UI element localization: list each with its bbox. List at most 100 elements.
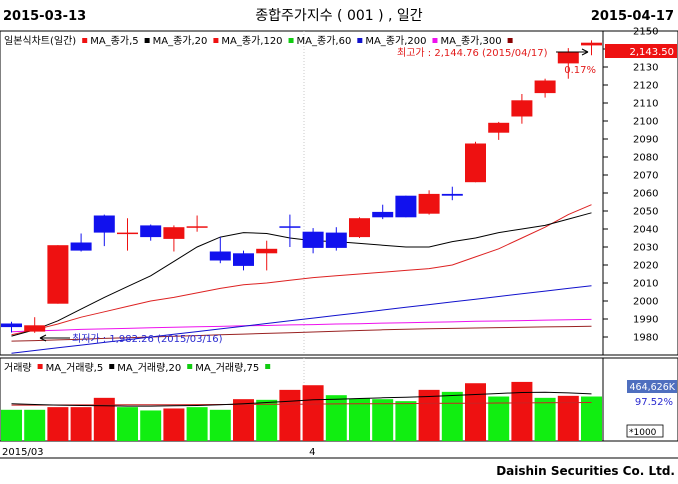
candle-body [1,323,22,328]
volume-bar [441,391,463,441]
volume-ma20-line [11,391,592,407]
x-tick-label: 2015/03 [2,447,44,458]
price-tick-label: 2010 [633,279,658,290]
price-tick-label: 2070 [633,171,658,182]
candle-body [24,325,46,332]
price-tick-label: 2100 [633,117,658,128]
candle-body [256,248,278,254]
price-tick-label: 2040 [633,225,658,236]
candle-body [557,51,579,64]
legend-swatch [37,364,43,369]
legend-swatch [432,38,438,43]
candle-body [488,122,510,133]
unit-box [626,424,664,438]
ma120-line [11,204,592,336]
legend-swatch [288,38,294,43]
candle-body [163,227,185,239]
legend-label: MA_종가,5 [90,35,138,47]
candle-body [441,193,463,196]
volume-bar [557,395,579,441]
volume-bar [534,397,556,441]
volume-bar [256,399,278,441]
price-legend: 일본식차트(일간) MA_종가,5 MA_종가,20 MA_종가,120 MA_종가,6… [4,35,513,47]
legend-label: MA_종가,300 [440,35,501,47]
candle-body [186,226,208,228]
price-axis: 1980 1990 2000 2010 2020 2030 2040 2050 2060 2070… [603,27,658,344]
volume-bar [349,398,370,441]
legend-label: MA_거래량,20 [117,362,181,374]
legend-label: MA_종가,60 [297,35,352,47]
price-tick-label: 2030 [633,243,658,254]
legend-swatch [265,364,271,369]
price-tick-label: 1990 [633,315,658,326]
legend-swatch [144,38,150,43]
volume-bar [302,385,324,441]
legend-label: 일본식차트(일간) [4,35,76,47]
candle-body [395,195,417,218]
volume-ma-lines [11,391,592,407]
candle-body [233,253,254,266]
legend-label: MA_종가,20 [153,35,208,47]
volume-bar [209,409,231,441]
volume-bar [395,401,417,441]
price-tick-label: 2050 [633,207,658,218]
candle-body [279,226,301,228]
price-tick-label: 2090 [633,135,658,146]
price-axis-box [602,30,678,356]
high-arrow-head [581,48,589,56]
legend-label: MA_종가,120 [221,35,282,47]
candle-body [117,232,138,235]
last-price-label: 2,143.50 [629,47,674,58]
x-axis: 2015/03 4 [2,447,315,458]
footer-brand: Daishin Securities Co. Ltd. [496,464,675,478]
legend-swatch [213,38,219,43]
candle-body [511,100,533,117]
candle-body [93,215,115,233]
legend-label: MA_거래량,75 [195,362,259,374]
candle-body [325,232,347,248]
header-title: 종합주가지수 ( 001 ) , 일간 [255,8,423,24]
price-tick-label: 2020 [633,261,658,272]
volume-bars [1,381,602,441]
volume-bar [279,389,301,441]
volume-bar [186,407,208,441]
volume-bar [140,410,162,441]
legend-label: MA_종가,200 [365,35,426,47]
volume-legend: 거래량 MA_거래량,5 MA_거래량,20 MA_거래량,75 [4,362,271,374]
ma5-line [11,325,592,342]
legend-swatch [357,38,363,43]
price-panel: 일본식차트(일간) MA_종가,5 MA_종가,20 MA_종가,120 MA_종가,6… [0,27,678,356]
candle-body [372,211,394,218]
price-tick-label: 1980 [633,333,658,344]
candle-body [47,245,69,304]
price-tick-label: 2000 [633,297,658,308]
volume-bar [117,407,138,441]
volume-pct-label: 97.52% [635,397,673,408]
legend-label: 거래량 [4,362,32,374]
volume-bar [1,409,22,441]
legend-swatch [82,38,88,43]
low-arrow-head [39,334,47,342]
price-tick-label: 2060 [633,189,658,200]
price-tick-label: 2110 [633,99,658,110]
candle-body [465,143,486,183]
volume-bar [488,396,510,441]
volume-bar [233,399,254,441]
change-percent: 0.17% [564,65,596,76]
price-tick-label: 2080 [633,153,658,164]
volume-panel: 거래량 MA_거래량,5 MA_거래량,20 MA_거래량,75 464,626K 9… [0,357,678,442]
ma300-line [11,318,592,333]
price-plot-area [0,30,604,356]
volume-bar [93,397,115,441]
candle-body [534,80,556,94]
volume-bar [581,396,602,441]
legend-swatch [507,38,513,43]
price-tick-label: 2130 [633,63,658,74]
candle-body [140,225,162,238]
low-annotation: 최저가 : 1,982.26 (2015/03/16) [72,333,223,345]
ma200-line [11,285,592,354]
volume-axis-box [602,357,678,442]
header-end-date: 2015-04-17 [591,9,674,24]
x-tick-label: 4 [309,447,315,458]
